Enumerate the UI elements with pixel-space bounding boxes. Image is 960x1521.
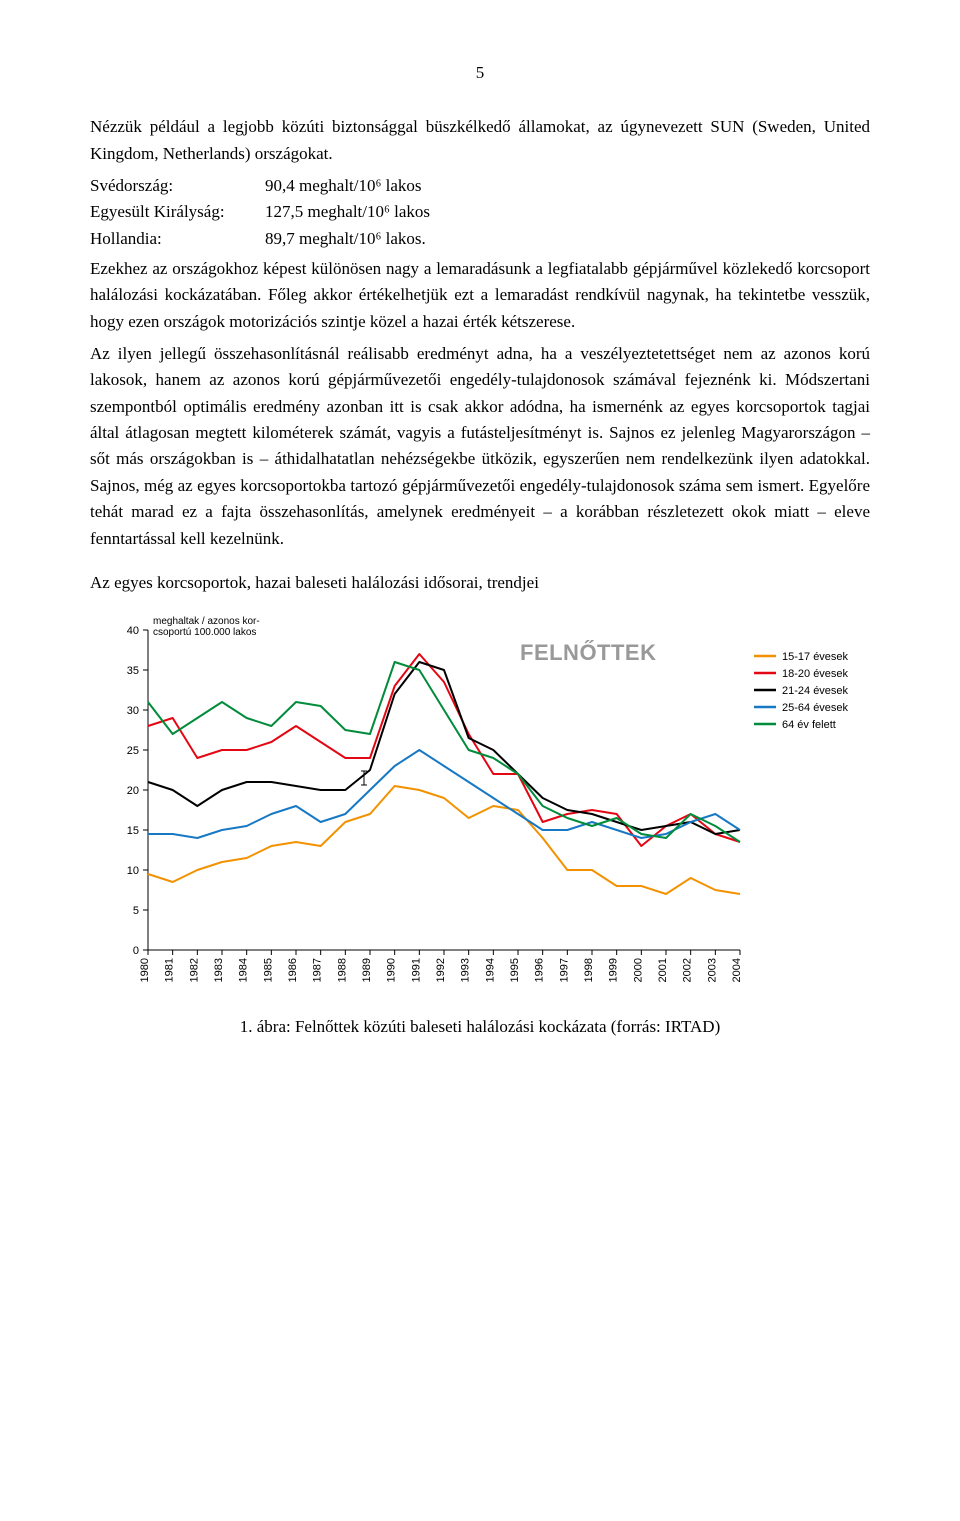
svg-text:1986: 1986: [287, 958, 299, 982]
stat-label: Egyesült Királyság:: [90, 199, 265, 225]
svg-text:2004: 2004: [731, 958, 743, 982]
svg-text:30: 30: [127, 705, 139, 717]
svg-text:1997: 1997: [558, 958, 570, 982]
chart-svg: 0 5 10 15 20 25 30 35 40 meghaltak / azonos kor-c…: [90, 612, 870, 992]
svg-text:2002: 2002: [682, 958, 694, 982]
paragraph-2: Ezekhez az országokhoz képest különösen …: [90, 256, 870, 335]
stat-value: 127,5 meghalt/10⁶ lakos: [265, 199, 870, 225]
stat-value: 90,4 meghalt/10⁶ lakos: [265, 173, 870, 199]
paragraph-3: Az ilyen jellegű összehasonlításnál reál…: [90, 341, 870, 552]
svg-text:1985: 1985: [262, 958, 274, 982]
svg-text:1983: 1983: [213, 958, 225, 982]
svg-text:1989: 1989: [361, 958, 373, 982]
svg-text:35: 35: [127, 665, 139, 677]
svg-text:0: 0: [133, 945, 139, 957]
svg-text:1993: 1993: [460, 958, 472, 982]
svg-text:5: 5: [133, 905, 139, 917]
svg-text:1990: 1990: [386, 958, 398, 982]
svg-text:1981: 1981: [164, 958, 176, 982]
svg-text:2001: 2001: [657, 958, 669, 982]
svg-text:csoportú 100.000 lakos: csoportú 100.000 lakos: [153, 627, 256, 638]
svg-text:meghaltak / azonos kor-: meghaltak / azonos kor-: [153, 616, 260, 627]
stat-value: 89,7 meghalt/10⁶ lakos.: [265, 226, 870, 252]
stat-label: Hollandia:: [90, 226, 265, 252]
svg-text:40: 40: [127, 625, 139, 637]
figure-caption: 1. ábra: Felnőttek közúti baleseti halál…: [90, 1014, 870, 1040]
stats-table: Svédország: 90,4 meghalt/10⁶ lakos Egyes…: [90, 173, 870, 252]
svg-text:10: 10: [127, 865, 139, 877]
svg-text:1982: 1982: [188, 958, 200, 982]
paragraph-1: Nézzük például a legjobb közúti biztonsá…: [90, 114, 870, 167]
page-number: 5: [90, 60, 870, 86]
stat-row-nl: Hollandia: 89,7 meghalt/10⁶ lakos.: [90, 226, 870, 252]
svg-text:1998: 1998: [583, 958, 595, 982]
svg-text:1992: 1992: [435, 958, 447, 982]
svg-text:25: 25: [127, 745, 139, 757]
svg-text:25-64 évesek: 25-64 évesek: [782, 702, 849, 714]
svg-text:64 év felett: 64 év felett: [782, 719, 836, 731]
svg-text:1999: 1999: [608, 958, 620, 982]
stat-row-sweden: Svédország: 90,4 meghalt/10⁶ lakos: [90, 173, 870, 199]
chart-container: FELNŐTTEK 0 5 10 15 20 25 30 35 40 meghaltak / az…: [90, 612, 870, 992]
svg-text:1996: 1996: [534, 958, 546, 982]
svg-text:1988: 1988: [336, 958, 348, 982]
svg-text:2003: 2003: [706, 958, 718, 982]
stat-row-uk: Egyesült Királyság: 127,5 meghalt/10⁶ la…: [90, 199, 870, 225]
svg-text:1994: 1994: [484, 958, 496, 982]
svg-text:18-20 évesek: 18-20 évesek: [782, 668, 849, 680]
svg-text:1987: 1987: [312, 958, 324, 982]
svg-text:1991: 1991: [410, 958, 422, 982]
svg-text:1995: 1995: [509, 958, 521, 982]
svg-text:2000: 2000: [632, 958, 644, 982]
stat-label: Svédország:: [90, 173, 265, 199]
svg-text:1984: 1984: [238, 958, 250, 982]
section-heading: Az egyes korcsoportok, hazai baleseti ha…: [90, 570, 870, 596]
svg-text:1980: 1980: [139, 958, 151, 982]
svg-text:20: 20: [127, 785, 139, 797]
svg-text:15-17 évesek: 15-17 évesek: [782, 651, 849, 663]
svg-text:15: 15: [127, 825, 139, 837]
chart-overlay-title: FELNŐTTEK: [520, 636, 657, 670]
svg-text:21-24 évesek: 21-24 évesek: [782, 685, 849, 697]
